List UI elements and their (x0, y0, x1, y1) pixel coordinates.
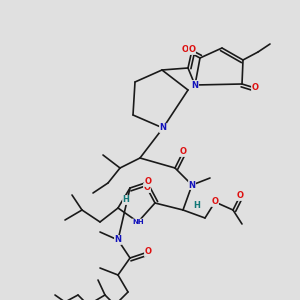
Text: N: N (191, 80, 199, 89)
Text: N: N (188, 181, 196, 190)
Text: N: N (115, 236, 122, 244)
Text: NH: NH (132, 219, 144, 225)
Text: O: O (182, 46, 188, 55)
Text: O: O (212, 197, 218, 206)
Text: O: O (251, 83, 259, 92)
Text: H: H (123, 196, 129, 205)
Text: O: O (143, 184, 151, 193)
Text: O: O (145, 178, 152, 187)
Text: O: O (145, 248, 152, 256)
Text: H: H (194, 200, 200, 209)
Text: O: O (188, 46, 196, 55)
Text: N: N (160, 124, 167, 133)
Text: O: O (236, 191, 244, 200)
Text: O: O (179, 148, 187, 157)
